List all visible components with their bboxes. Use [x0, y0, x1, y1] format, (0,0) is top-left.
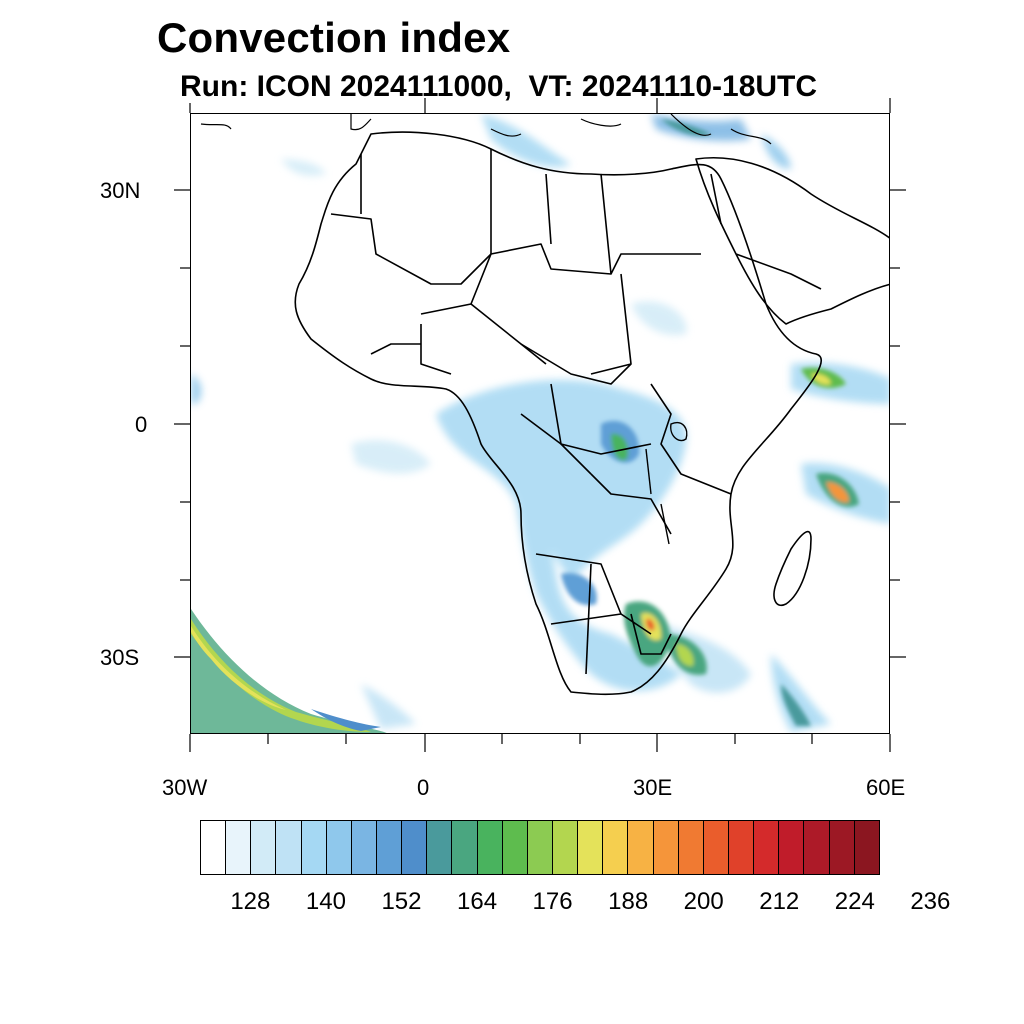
colorbar-cell	[603, 821, 629, 874]
colorbar-cell	[779, 821, 805, 874]
colorbar-cell	[351, 821, 377, 874]
colorbar-cell	[578, 821, 604, 874]
colorbar-cell	[201, 821, 227, 874]
colorbar-cell	[452, 821, 478, 874]
colorbar-tick-label: 212	[759, 888, 800, 915]
colorbar-cell	[226, 821, 252, 874]
lat-label-30n: 30N	[100, 178, 141, 203]
colorbar-cell	[552, 821, 579, 874]
colorbar-cell	[251, 821, 277, 874]
lakes	[645, 422, 688, 545]
lon-label-0: 0	[417, 775, 430, 800]
colorbar-cell	[402, 821, 428, 874]
colorbar-tick-label: 188	[608, 888, 649, 915]
colorbar-cell	[703, 821, 729, 874]
colorbar-cell	[628, 821, 654, 874]
colorbar-cell	[276, 821, 302, 874]
colorbar-cell	[427, 821, 453, 874]
colorbar-cell	[502, 821, 528, 874]
colorbar-tick-label: 236	[910, 888, 951, 915]
lat-label-0: 0	[135, 412, 148, 437]
lon-label-30w: 30W	[162, 775, 208, 800]
colorbar-cell	[728, 821, 755, 874]
convection-field-map	[191, 114, 889, 733]
mediterranean-coastlines	[200, 114, 772, 145]
colorbar-cell	[326, 821, 352, 874]
plot-subtitle: Run: ICON 2024111000, VT: 20241110-18UTC	[180, 70, 818, 103]
colorbar-cell	[854, 821, 879, 874]
coastlines-and-borders	[294, 131, 889, 696]
lat-label-30s: 30S	[100, 645, 140, 670]
colorbar-cell	[477, 821, 503, 874]
lon-label-30e: 30E	[633, 775, 673, 800]
colorbar-cell	[804, 821, 830, 874]
plot-title: Convection index	[157, 14, 511, 61]
colorbar-tick-label: 164	[457, 888, 498, 915]
colorbar-tick-label: 200	[683, 888, 724, 915]
colorbar-cell	[829, 821, 855, 874]
colorbar-tick-label: 128	[230, 888, 271, 915]
colorbar-tick-label: 140	[305, 888, 346, 915]
colorbar	[200, 820, 880, 875]
sw-convection-band	[191, 609, 387, 733]
colorbar-cell	[376, 821, 403, 874]
colorbar-tick-label: 224	[834, 888, 875, 915]
lon-label-60e: 60E	[866, 775, 906, 800]
colorbar-tick-label: 152	[381, 888, 422, 915]
colorbar-cell	[527, 821, 553, 874]
colorbar-cell	[754, 821, 780, 874]
colorbar-cell	[678, 821, 704, 874]
colorbar-cell	[301, 821, 327, 874]
colorbar-cell	[653, 821, 679, 874]
map-panel	[190, 113, 890, 734]
colorbar-tick-label: 176	[532, 888, 573, 915]
